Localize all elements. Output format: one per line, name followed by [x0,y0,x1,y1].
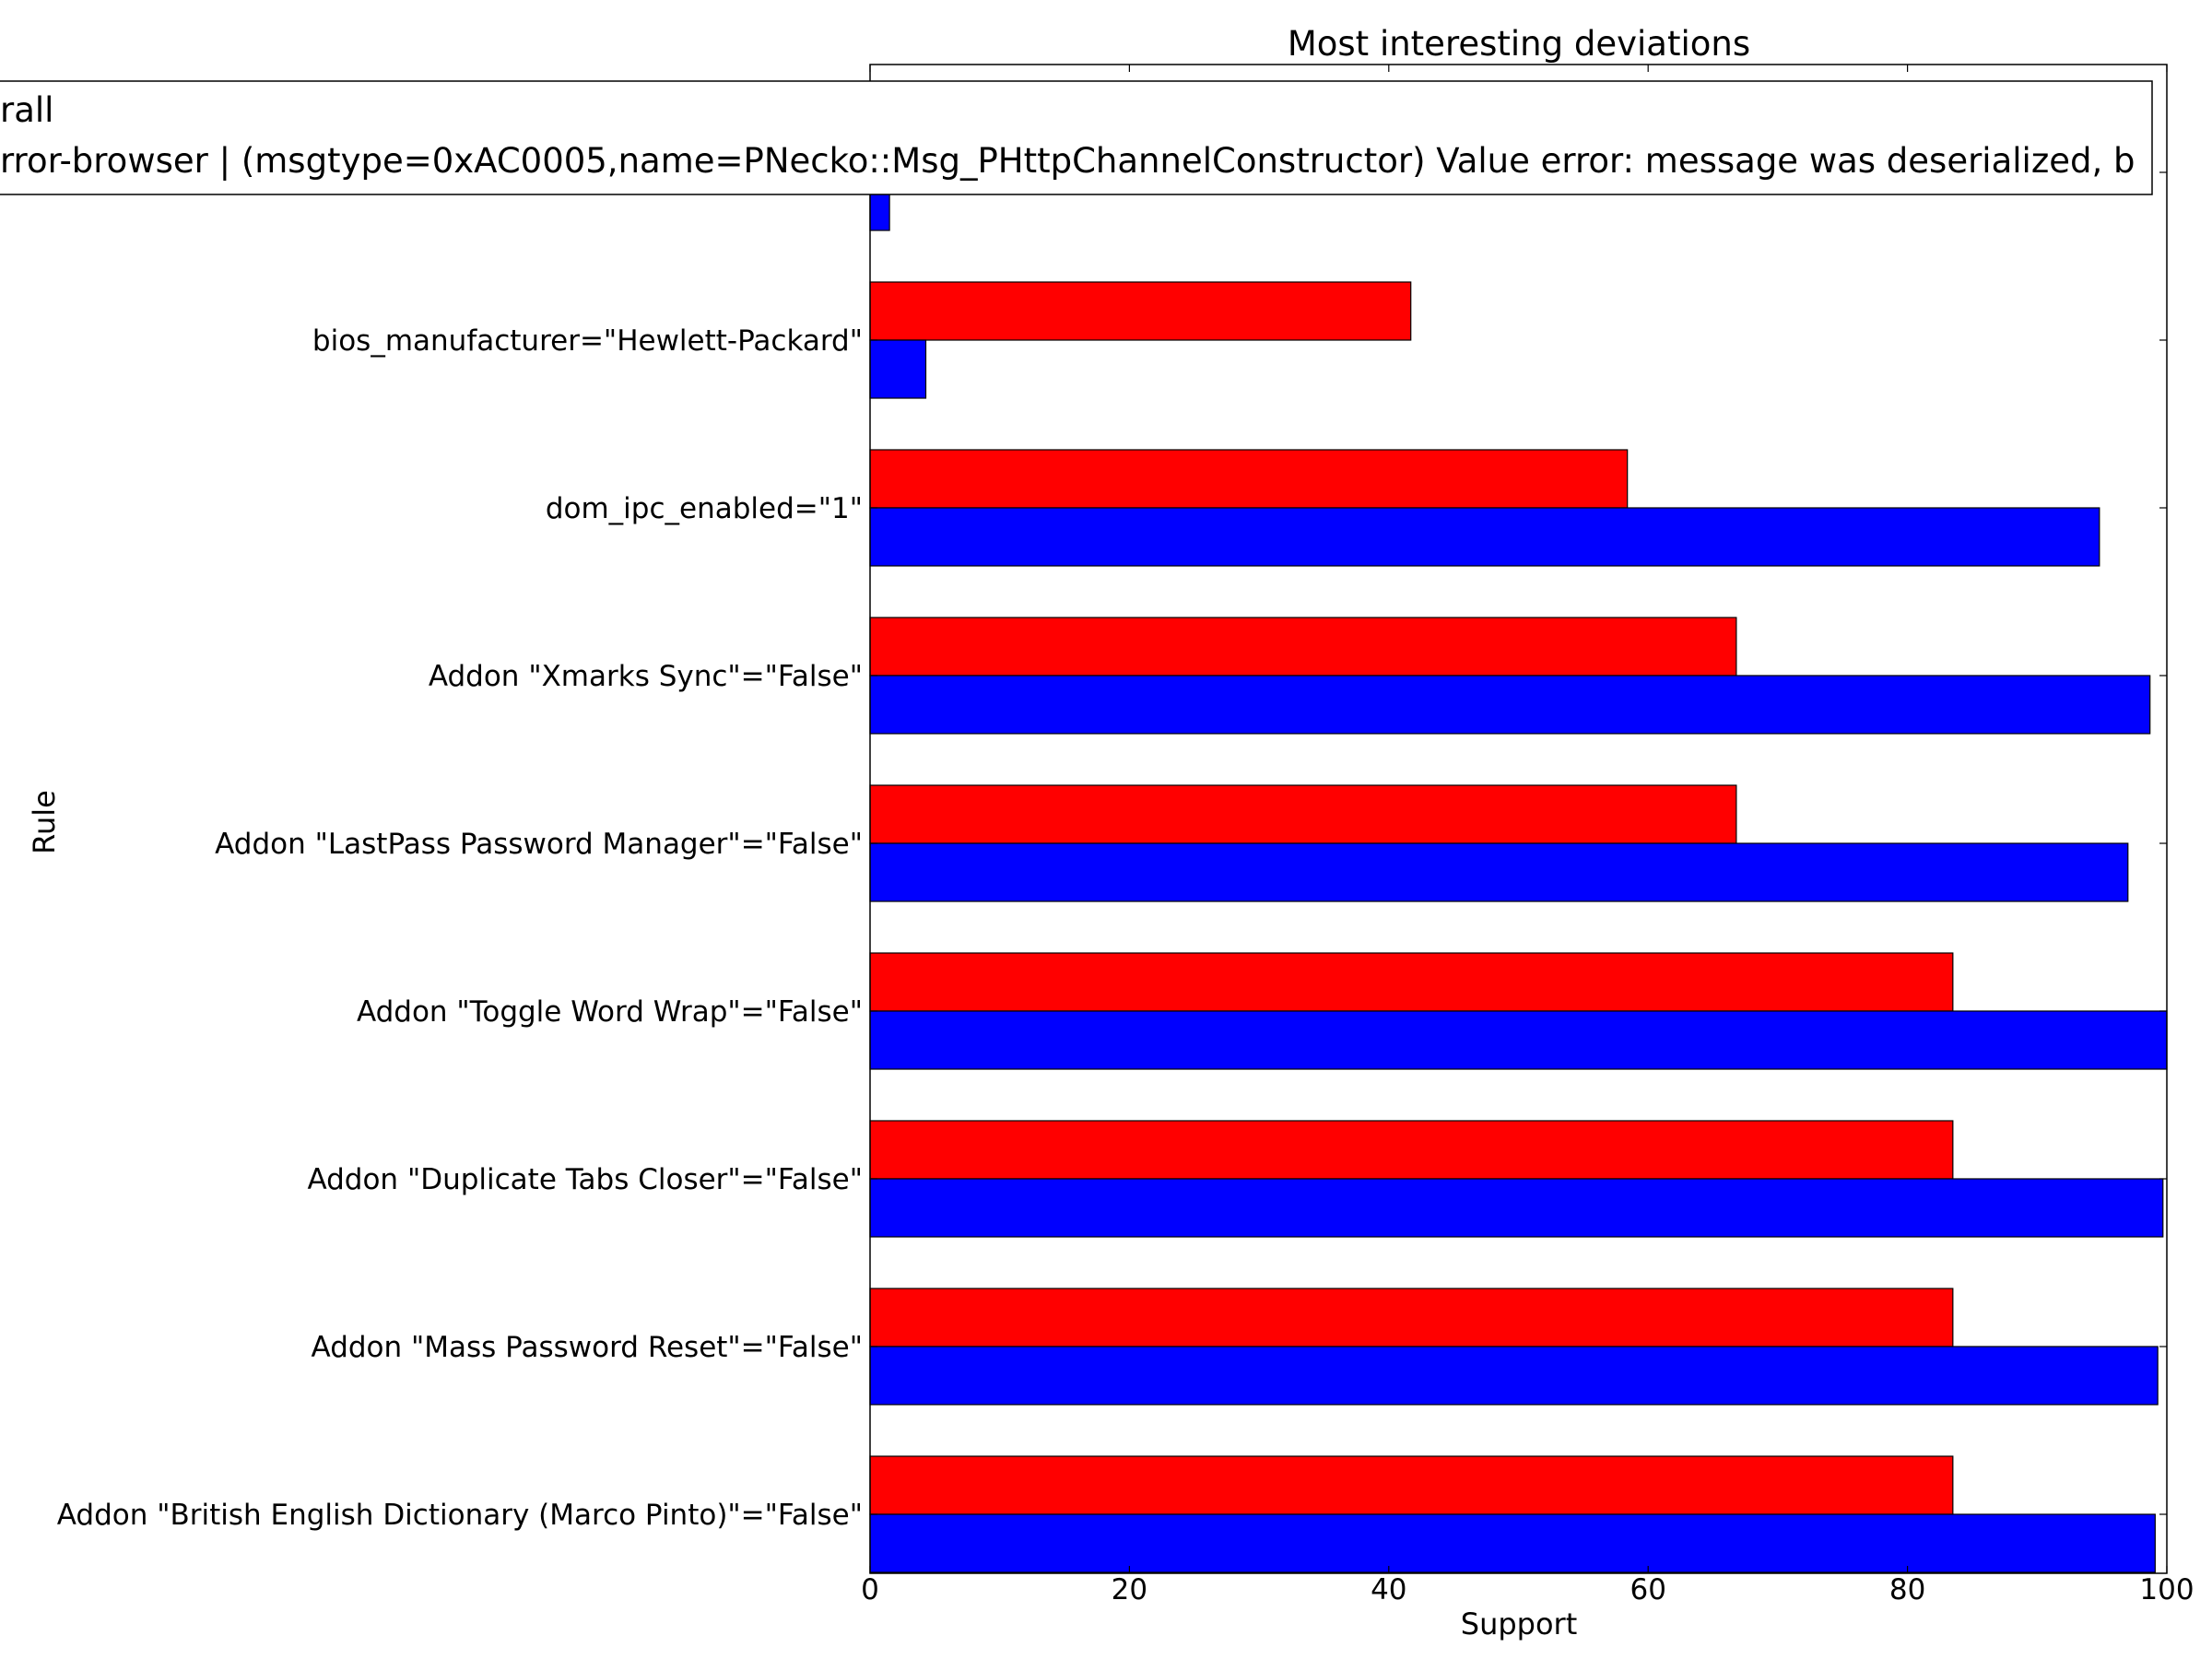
category-label: Addon "LastPass Password Manager"="False… [215,828,863,861]
x-tick-label: 20 [1112,1573,1147,1606]
bar-series-2-7 [869,339,927,399]
bar-series-1-4 [869,784,1737,844]
x-tick-label: 100 [2139,1573,2194,1606]
bar-series-1-3 [869,952,1954,1012]
plot-frame [869,64,2168,1574]
x-axis-label: Support [1461,1606,1578,1641]
chart-title: Most interesting deviations [1288,24,1750,64]
bar-series-1-7 [869,281,1412,341]
ticks-group [869,65,2168,1573]
x-tick-label: 60 [1630,1573,1665,1606]
bar-series-2-0 [869,1513,2156,1573]
category-label: Addon "Duplicate Tabs Closer"="False" [307,1163,863,1196]
bar-series-1-5 [869,617,1737,677]
bar-series-2-2 [869,1178,2164,1238]
x-tick-label: 0 [861,1573,879,1606]
y-axis-label: Rule [27,790,62,854]
category-label: Addon "Toggle Word Wrap"="False" [357,995,863,1029]
bar-series-1-2 [869,1120,1954,1180]
legend-entry-series-2: rall [0,90,53,130]
category-label: Addon "British English Dictionary (Marco… [57,1499,863,1532]
bar-series-1-1 [869,1288,1954,1347]
bar-series-2-1 [869,1346,2159,1406]
bar-series-2-6 [869,507,2100,567]
category-label: bios_manufacturer="Hewlett-Packard" [312,324,863,358]
x-tick-label: 40 [1371,1573,1406,1606]
bars-group [869,171,2168,1573]
bar-series-2-5 [869,675,2151,735]
x-tick-labels: 0 20 40 60 80 100 [861,1573,2194,1606]
legend-box [0,80,2153,195]
bar-series-2-4 [869,842,2129,902]
category-labels: Addon "British English Dictionary (Marco… [57,324,863,1532]
category-label: Addon "Mass Password Reset"="False" [312,1331,863,1364]
category-label: Addon "Xmarks Sync"="False" [429,660,863,693]
bar-series-2-3 [869,1010,2168,1070]
bar-series-1-6 [869,449,1629,509]
bar-series-1-0 [869,1455,1954,1515]
legend: rall rror-browser | (msgtype=0xAC0005,na… [0,80,2153,195]
x-tick-label: 80 [1889,1573,1925,1606]
category-label: dom_ipc_enabled="1" [546,492,863,525]
legend-entry-series-1: rror-browser | (msgtype=0xAC0005,name=PN… [0,141,2136,181]
